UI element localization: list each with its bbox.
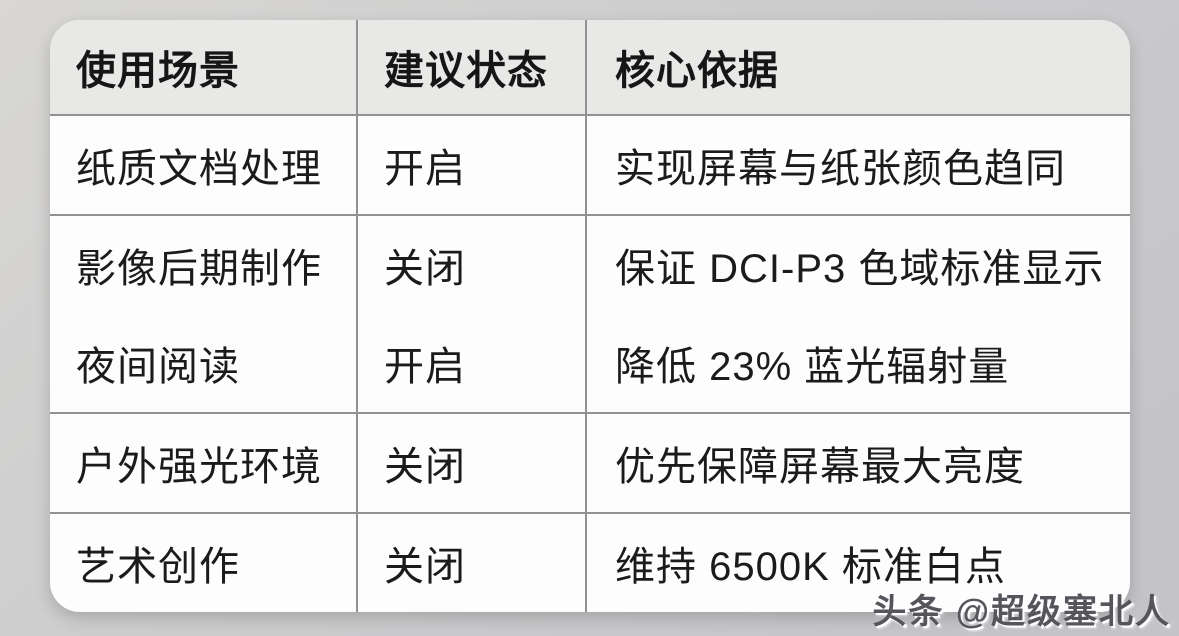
cell-basis: 实现屏幕与纸张颜色趋同 [615, 147, 1066, 191]
cell-status: 关闭 [358, 514, 587, 612]
cell-scenario: 纸质文档处理 [50, 116, 358, 214]
toutiao-watermark: 头条 @超级塞北人 [872, 593, 1171, 631]
cell-status: 关闭 [358, 216, 587, 314]
cell-basis: 保证 DCI-P3 色域标准显示 [615, 247, 1105, 291]
table-row-art-creation: 艺术创作 关闭 维持 6500K 标准白点 [50, 512, 1130, 612]
table-row-photo-postproduction: 影像后期制作 关闭 保证 DCI-P3 色域标准显示 [50, 214, 1130, 314]
cell-scenario: 影像后期制作 [50, 216, 358, 314]
cell-scenario: 夜间阅读 [50, 314, 358, 412]
table-row-outdoor-bright-light: 户外强光环境 关闭 优先保障屏幕最大亮度 [50, 412, 1130, 512]
cell-basis: 维持 6500K 标准白点 [615, 545, 1006, 589]
table-header-row: 使用场景 建议状态 核心依据 [50, 20, 1130, 114]
cell-status: 开启 [358, 314, 587, 412]
cell-basis: 优先保障屏幕最大亮度 [615, 445, 1025, 489]
cell-status: 关闭 [358, 414, 587, 512]
cell-status: 开启 [358, 116, 587, 214]
header-usage-scenario: 使用场景 [50, 20, 358, 114]
table-row-paper-documents: 纸质文档处理 开启 实现屏幕与纸张颜色趋同 [50, 114, 1130, 214]
settings-table: 使用场景 建议状态 核心依据 纸质文档处理 开启 实现屏幕与纸张颜色趋同 影像后… [50, 20, 1130, 612]
header-recommended-state: 建议状态 [358, 20, 587, 114]
cell-scenario: 艺术创作 [50, 514, 358, 612]
header-core-basis: 核心依据 [615, 49, 779, 93]
table-row-night-reading: 夜间阅读 开启 降低 23% 蓝光辐射量 [50, 314, 1130, 412]
cell-basis: 降低 23% 蓝光辐射量 [615, 345, 1010, 389]
cell-scenario: 户外强光环境 [50, 414, 358, 512]
